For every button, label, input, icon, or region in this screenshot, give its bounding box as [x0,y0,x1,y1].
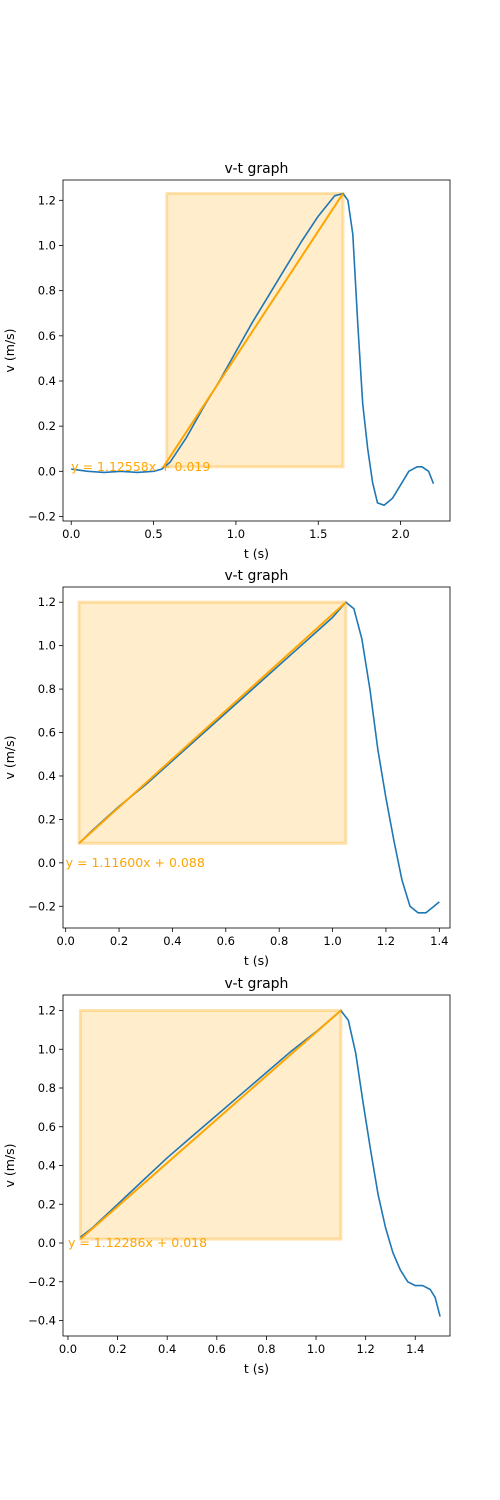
v-t-chart-2: 0.0 0.2 0.4 0.6 0.8 1.0 1.2 1.4 −0.2 0.0 0.2 0.4 0.6… [2,568,451,968]
velocity-series-line [78,601,440,914]
y-tick-label: 0.6 [38,329,56,343]
y-axis-label: v (m/s) [2,328,17,372]
y-tick-label: −0.2 [28,509,56,523]
x-tick-label: 1.0 [323,934,341,948]
x-tick-label: 0.0 [62,527,80,541]
y-tick-label: 0.4 [38,769,56,783]
x-tick-label: 1.0 [227,527,245,541]
y-tick-label: 0.0 [38,464,56,478]
x-tick-label: 1.4 [406,1342,424,1356]
y-tick-label: −0.2 [28,899,56,913]
x-tick-label: 0.2 [110,934,128,948]
x-tick-label: 1.0 [307,1342,325,1356]
y-tick-label: 0.8 [38,284,56,298]
x-tick-label: 1.5 [309,527,327,541]
x-tick-label: 0.0 [57,934,75,948]
x-tick-label: 1.4 [430,934,448,948]
x-tick-label: 0.0 [59,1342,77,1356]
y-tick-label: 0.2 [38,812,56,826]
velocity-series-line [79,1009,441,1317]
linear-fit-line [78,601,347,845]
x-tick-label: 0.4 [163,934,181,948]
y-tick-label: −0.4 [28,1314,56,1328]
v-t-chart-1: 0.0 0.5 1.0 1.5 2.0 −0.2 0.0 0.2 0.4 0.6 0.8 1.0 1.2… [2,161,451,561]
y-axis-label: v (m/s) [2,735,17,779]
y-tick-label: 0.6 [38,726,56,740]
y-tick-label: 1.2 [38,595,56,609]
linear-fit-line [162,193,344,468]
y-tick-label: 1.0 [38,238,56,252]
x-tick-label: 0.5 [144,527,162,541]
x-tick-label: 1.2 [377,934,395,948]
x-tick-label: 1.2 [357,1342,375,1356]
y-tick-label: 1.0 [38,639,56,653]
y-tick-label: −0.2 [28,1275,56,1289]
y-tick-label: 0.2 [38,1197,56,1211]
fit-equation-label: y = 1.12286x + 0.018 [68,1235,207,1250]
y-tick-label: 1.2 [38,193,56,207]
y-tick-label: 1.0 [38,1042,56,1056]
v-t-chart-3: 0.0 0.2 0.4 0.6 0.8 1.0 1.2 1.4 −0.4 −0.2 0.0 0.2 0.… [2,976,451,1376]
y-tick-label: 0.8 [38,1081,56,1095]
axes-frame [62,586,451,929]
y-tick-label: 0.4 [38,374,56,388]
fit-equation-label: y = 1.12558x + 0.019 [71,459,210,474]
y-axis-label: v (m/s) [2,1143,17,1187]
y-tick-label: 0.0 [38,1236,56,1250]
x-tick-label: 0.6 [208,1342,226,1356]
x-axis-label: t (s) [244,953,269,968]
chart-title: v-t graph [225,568,289,584]
velocity-series-line [71,192,435,507]
x-tick-label: 0.2 [108,1342,126,1356]
y-tick-label: 0.2 [38,419,56,433]
x-tick-label: 2.0 [391,527,409,541]
x-axis-label: t (s) [244,1361,269,1376]
y-tick-label: 0.4 [38,1159,56,1173]
axes-frame [62,179,451,522]
chart-title: v-t graph [225,161,289,177]
x-tick-label: 0.4 [158,1342,176,1356]
x-tick-label: 0.6 [217,934,235,948]
y-tick-label: 1.2 [38,1004,56,1018]
y-tick-label: 0.8 [38,682,56,696]
linear-fit-line [79,1009,342,1240]
chart-title: v-t graph [225,976,289,992]
x-tick-label: 0.8 [270,934,288,948]
x-tick-label: 0.8 [257,1342,275,1356]
x-axis-label: t (s) [244,546,269,561]
y-tick-label: 0.0 [38,856,56,870]
y-tick-label: 0.6 [38,1120,56,1134]
fit-equation-label: y = 1.11600x + 0.088 [66,855,205,870]
